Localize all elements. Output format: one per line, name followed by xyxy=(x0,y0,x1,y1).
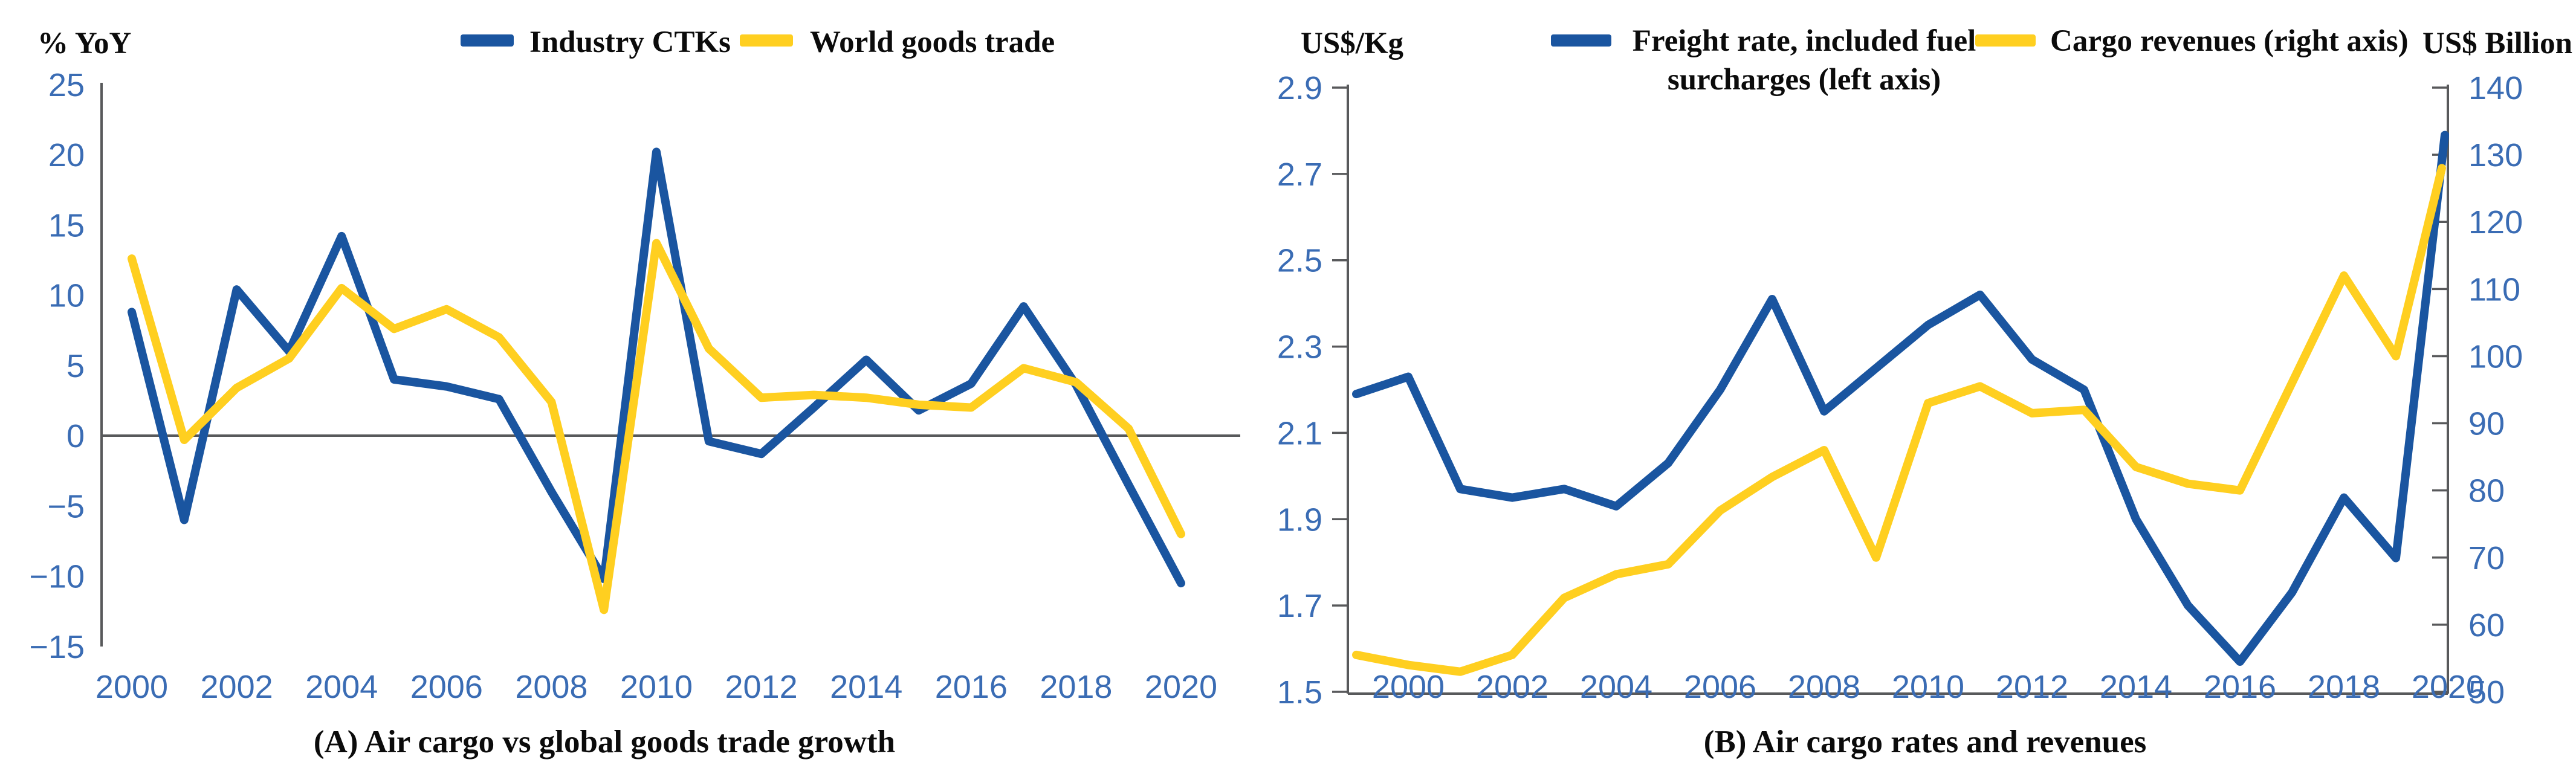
chart-b-x-tick-label: 2016 xyxy=(2204,669,2276,705)
chart-b-x-tick-label: 2002 xyxy=(1476,669,1549,705)
chart-b-right-tick-label: 80 xyxy=(2468,473,2505,509)
legend-swatch-industry-ctks xyxy=(461,34,514,47)
chart-b-right-tick-label: 120 xyxy=(2468,204,2523,240)
chart-b-right-tick-label: 60 xyxy=(2468,607,2505,643)
chart-a-x-tick-label: 2018 xyxy=(1040,669,1112,705)
chart-b-left-tick-label: 2.3 xyxy=(1277,329,1322,366)
chart-a-x-tick-label: 2016 xyxy=(935,669,1008,705)
chart-a-y-tick-label: −5 xyxy=(47,488,85,524)
chart-b-left-tick-labels: 2.9 2.7 2.5 2.3 2.1 1.9 1.7 1.5 xyxy=(1277,70,1322,711)
chart-a-y-axis-title: % YoY xyxy=(37,27,131,60)
chart-a-x-tick-label: 2000 xyxy=(95,669,168,705)
chart-b-right-tick-label: 90 xyxy=(2468,406,2505,442)
chart-b-x-tick-labels: 2000 2002 2004 2006 2008 2010 2012 2014 2016 2018… xyxy=(1372,669,2484,705)
chart-a-y-tick-label: −10 xyxy=(29,559,85,595)
chart-b-left-tick-label: 2.9 xyxy=(1277,70,1322,106)
chart-a-x-tick-label: 2006 xyxy=(410,669,483,705)
chart-b-x-tick-label: 2004 xyxy=(1580,669,1652,705)
chart-b-x-tick-label: 2006 xyxy=(1684,669,1756,705)
chart-b-left-tick-label: 1.9 xyxy=(1277,501,1322,538)
chart-b-right-tick-label: 140 xyxy=(2468,70,2523,106)
legend-swatch-cargo-revenues xyxy=(1975,34,2036,47)
chart-b-legend: Freight rate, included fuel surcharges (… xyxy=(1551,24,2409,97)
legend-label-industry-ctks: Industry CTKs xyxy=(529,25,731,59)
legend-label-freight-rate-line2: surcharges (left axis) xyxy=(1668,63,1941,97)
chart-b-left-tick-marks xyxy=(1332,86,1348,693)
chart-b-x-tick-label: 2018 xyxy=(2308,669,2380,705)
chart-b-x-tick-label: 2000 xyxy=(1372,669,1445,705)
chart-a-y-tick-label: 25 xyxy=(48,67,85,103)
chart-b-x-tick-label: 2010 xyxy=(1892,669,1964,705)
chart-a-x-tick-label: 2002 xyxy=(201,669,273,705)
chart-a-y-tick-labels: 25 20 15 10 5 0 −5 −10 −15 xyxy=(29,67,85,665)
chart-b-x-tick-label: 2008 xyxy=(1788,669,1860,705)
chart-b-left-tick-label: 2.1 xyxy=(1277,415,1322,451)
chart-b-x-tick-label: 2014 xyxy=(2100,669,2172,705)
legend-swatch-freight-rate xyxy=(1551,34,1611,47)
chart-a-y-tick-label: 5 xyxy=(66,348,85,384)
chart-b-left-tick-label: 1.7 xyxy=(1277,588,1322,624)
chart-b: US$/Kg US$ Billion Freight rate, include… xyxy=(1277,24,2572,759)
legend-label-world-goods-trade: World goods trade xyxy=(810,25,1055,59)
chart-a-legend: Industry CTKs World goods trade xyxy=(461,25,1055,59)
chart-b-title: (B) Air cargo rates and revenues xyxy=(1704,724,2147,759)
chart-b-x-tick-label: 2020 xyxy=(2412,669,2484,705)
chart-a-x-tick-label: 2014 xyxy=(830,669,902,705)
chart-b-left-tick-label: 2.7 xyxy=(1277,156,1322,193)
chart-a-line-world-goods-trade xyxy=(128,239,1185,614)
chart-a-y-tick-label: 0 xyxy=(66,418,85,454)
chart-a-x-tick-label: 2020 xyxy=(1145,669,1217,705)
chart-b-left-axis-title: US$/Kg xyxy=(1301,27,1403,60)
chart-b-left-tick-label: 2.5 xyxy=(1277,243,1322,279)
chart-a-x-tick-label: 2012 xyxy=(725,669,798,705)
chart-b-right-tick-label: 100 xyxy=(2468,338,2523,375)
chart-b-right-tick-labels: 140 130 120 110 100 90 80 70 60 50 xyxy=(2468,70,2523,711)
chart-a-line-industry-ctks xyxy=(128,147,1185,588)
chart-a-y-tick-label: 10 xyxy=(48,278,85,314)
legend-label-freight-rate-line1: Freight rate, included fuel xyxy=(1633,24,1976,58)
chart-b-left-tick-label: 1.5 xyxy=(1277,674,1322,711)
chart-b-right-tick-label: 130 xyxy=(2468,137,2523,173)
chart-a-x-tick-label: 2010 xyxy=(620,669,693,705)
chart-b-x-tick-label: 2012 xyxy=(1996,669,2068,705)
chart-a-y-tick-label: 15 xyxy=(48,207,85,243)
chart-a-y-tick-label: −15 xyxy=(29,629,85,665)
chart-a: % YoY Industry CTKs World goods trade 25… xyxy=(29,25,1240,759)
chart-b-right-tick-label: 50 xyxy=(2468,674,2505,711)
chart-a-x-tick-labels: 2000 2002 2004 2006 2008 2010 2012 2014 2016 2018… xyxy=(95,669,1217,705)
chart-b-right-tick-label: 110 xyxy=(2468,271,2520,308)
chart-a-y-tick-label: 20 xyxy=(48,137,85,173)
chart-a-title: (A) Air cargo vs global goods trade grow… xyxy=(314,724,895,759)
chart-b-right-axis-title: US$ Billion xyxy=(2422,27,2572,60)
chart-b-right-tick-label: 70 xyxy=(2468,540,2505,576)
legend-swatch-world-goods-trade xyxy=(740,34,793,47)
legend-label-cargo-revenues: Cargo revenues (right axis) xyxy=(2050,24,2409,58)
chart-b-line-freight-rate xyxy=(1352,131,2449,666)
chart-a-x-tick-label: 2004 xyxy=(305,669,378,705)
chart-a-x-tick-label: 2008 xyxy=(515,669,587,705)
chart-b-line-cargo-revenues xyxy=(1352,164,2446,676)
chart-b-right-tick-marks xyxy=(2432,86,2448,693)
